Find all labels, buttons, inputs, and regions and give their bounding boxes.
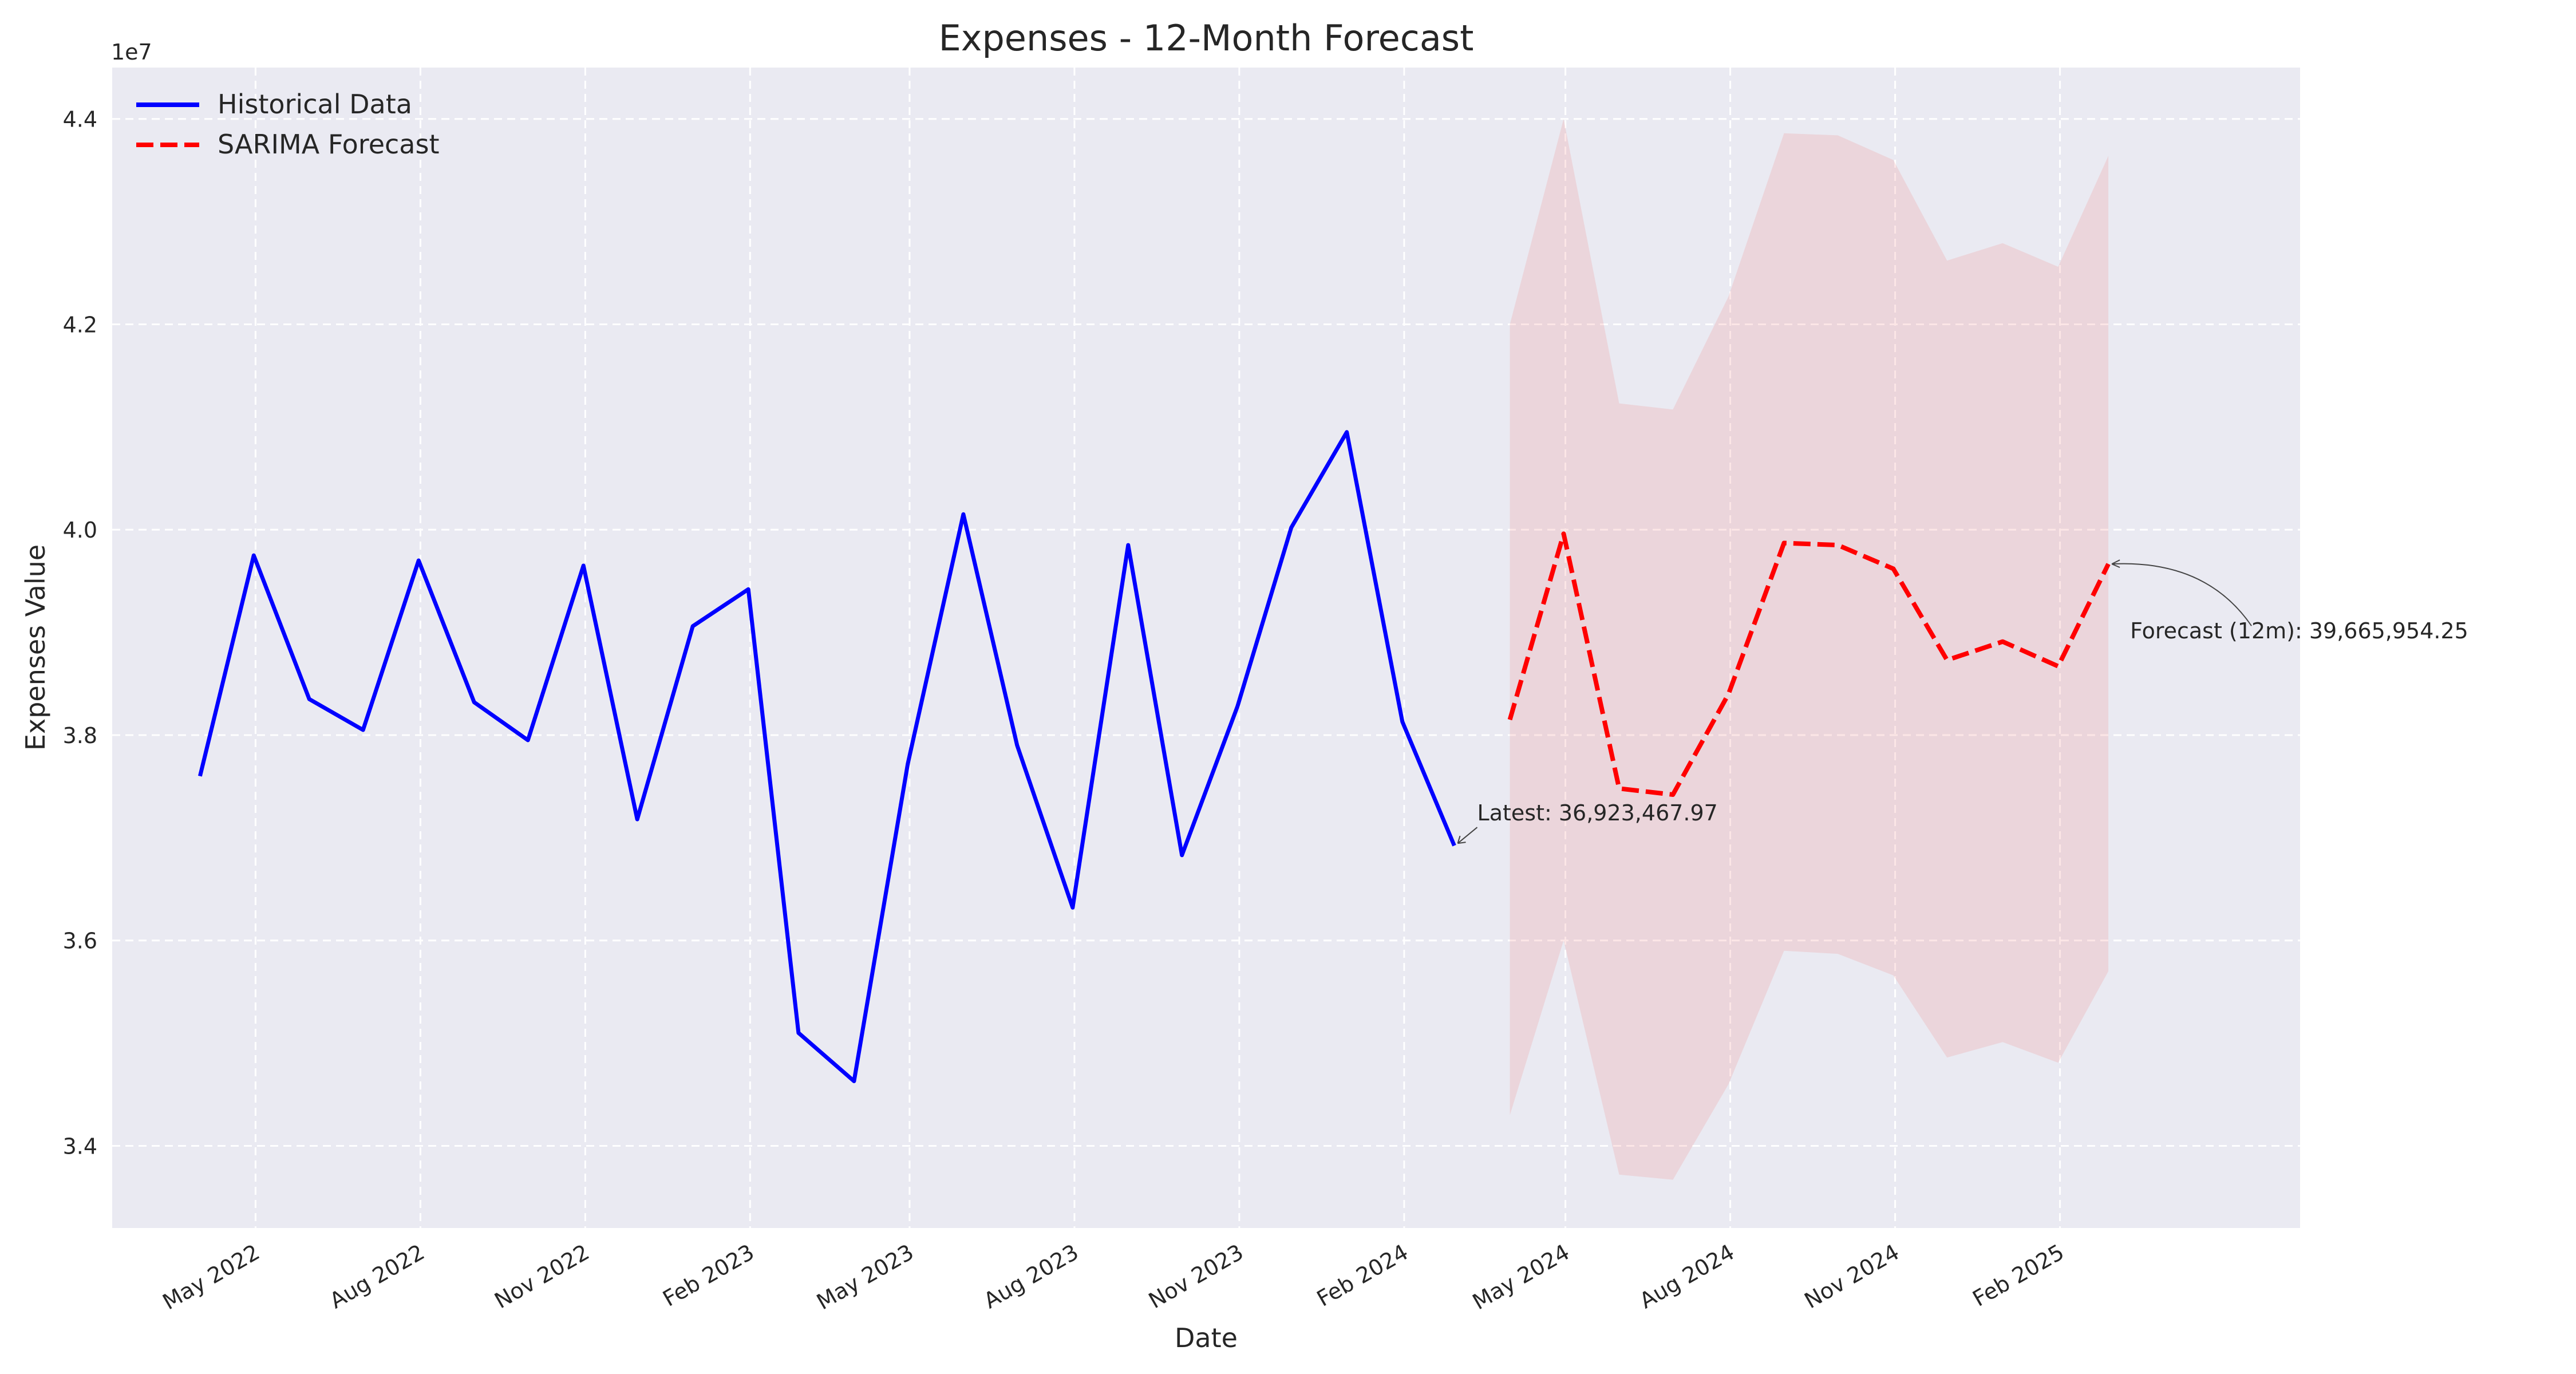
forecast-annotation-arrowhead bbox=[2111, 559, 2120, 568]
historical-data-line bbox=[197, 430, 1456, 1083]
y-axis-label: Expenses Value bbox=[20, 544, 51, 751]
series-lines-layer bbox=[197, 430, 2111, 1083]
forecast-annotation: Forecast (12m): 39,665,954.25 bbox=[2130, 618, 2468, 643]
y-tick-label: 3.6 bbox=[63, 929, 97, 954]
confidence-band-layer bbox=[1510, 119, 2109, 1180]
latest-annotation-arrowhead bbox=[1457, 835, 1466, 844]
confidence-band bbox=[1510, 119, 2109, 1180]
y-tick-label: 4.0 bbox=[63, 518, 97, 543]
plot-area bbox=[112, 68, 2300, 1228]
forecast-annotation-arrow bbox=[2112, 563, 2252, 626]
y-tick-label: 3.4 bbox=[63, 1134, 97, 1159]
y-tick-label: 4.4 bbox=[63, 107, 97, 132]
y-tick-label: 4.2 bbox=[63, 312, 97, 337]
y-axis: 3.4 3.6 3.8 4.0 4.2 4.4 bbox=[63, 107, 97, 1159]
chart-title: Expenses - 12-Month Forecast bbox=[939, 17, 1474, 59]
legend-historical-label: Historical Data bbox=[218, 89, 412, 120]
annotations-layer: Latest: 36,923,467.97 Forecast (12m): 39,… bbox=[1457, 559, 2468, 844]
legend: Historical Data SARIMA Forecast bbox=[136, 89, 439, 160]
latest-annotation: Latest: 36,923,467.97 bbox=[1477, 800, 1718, 826]
latest-annotation-arrow bbox=[1457, 827, 1478, 844]
y-axis-scale-label: 1e7 bbox=[111, 40, 152, 65]
x-axis-label: Date bbox=[1175, 1322, 1238, 1353]
y-tick-label: 3.8 bbox=[63, 723, 97, 748]
grid-lines bbox=[112, 68, 2300, 1228]
legend-forecast-label: SARIMA Forecast bbox=[218, 129, 439, 160]
sarima-forecast-line bbox=[1507, 531, 2111, 797]
